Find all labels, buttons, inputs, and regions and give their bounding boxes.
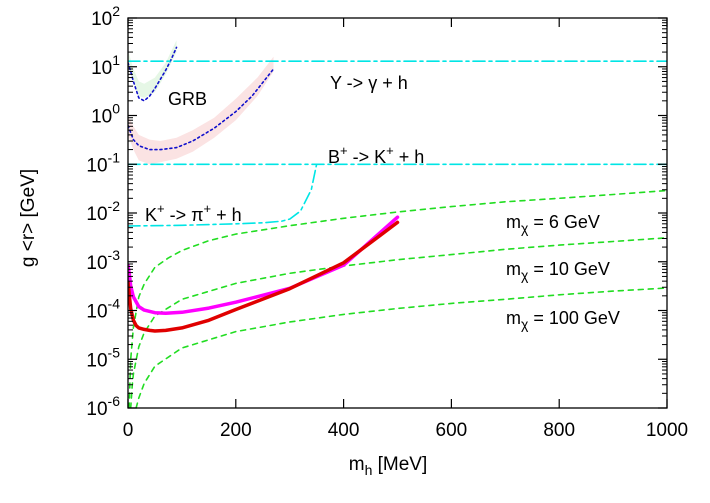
series-line-8 [129, 237, 667, 408]
m6-annotation: mχ = 6 GeV [506, 212, 600, 236]
series-line-2 [128, 46, 178, 102]
x-axis-title: mh [MeV] [349, 454, 428, 478]
series-line-9 [135, 287, 667, 408]
m10-annotation: mχ = 10 GeV [506, 259, 610, 283]
x-tick-label-2: 400 [328, 420, 360, 441]
m100-annotation: mχ = 100 GeV [506, 308, 620, 332]
y-tick-label-0: 10-6 [86, 393, 120, 420]
ticks-layer: 0 200 400 600 800 1000 10-6 10-5 10-4 10-3 10-2 10-… [86, 3, 688, 441]
upsilon-annotation: Υ -> γ + h [330, 73, 408, 93]
band-pink_band-1 [128, 56, 274, 165]
x-tick-label-3: 600 [436, 420, 468, 441]
y-axis-title: g <r> [GeV] [18, 169, 39, 267]
series-line-6 [128, 163, 318, 227]
y-tick-label-5: 10-1 [86, 149, 120, 176]
x-tick-label-5: 1000 [646, 420, 688, 441]
k-decay-annotation: K+ -> π+ + h [145, 201, 242, 225]
y-tick-label-6: 100 [91, 101, 120, 128]
x-tick-label-1: 200 [220, 420, 252, 441]
data-layer [128, 40, 667, 408]
y-tick-label-7: 101 [91, 52, 120, 79]
series-line-3 [128, 68, 275, 151]
x-tick-label-0: 0 [123, 420, 134, 441]
y-tick-label-1: 10-5 [86, 344, 120, 371]
b-decay-annotation: B+ -> K+ + h [328, 143, 424, 167]
y-tick-label-4: 10-2 [86, 198, 120, 225]
y-tick-label-3: 10-3 [86, 247, 120, 274]
y-tick-label-2: 10-4 [86, 296, 120, 323]
grb-annotation: GRB [168, 89, 207, 109]
series-line-7 [128, 189, 667, 408]
band-green_band-0 [128, 40, 177, 98]
series-line-11 [128, 220, 400, 333]
x-tick-label-4: 800 [543, 420, 575, 441]
y-tick-label-8: 102 [91, 3, 120, 30]
